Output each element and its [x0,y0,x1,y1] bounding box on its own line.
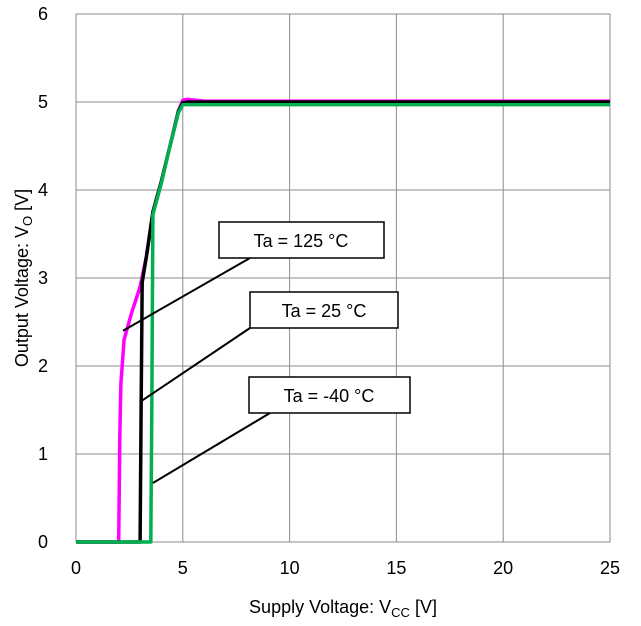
x-tick-label: 20 [493,558,513,578]
annotations: Ta = 125 °C Ta = 25 °C Ta = -40 °C [122,221,411,484]
tick-labels: 0 5 10 15 20 25 0 1 2 3 4 5 6 [38,4,620,578]
series-group [76,97,610,544]
annotation-label-25: Ta = 25 °C [282,301,367,321]
annotation-125: Ta = 125 °C [122,221,385,332]
annotation-box-125 [218,221,385,259]
y-tick-label: 0 [38,532,48,552]
annotation-leader-25 [140,327,251,403]
annotation-box-neg40 [248,376,411,414]
x-tick-label: 15 [386,558,406,578]
x-axis-title: Supply Voltage: VCC [V] [249,597,437,620]
series-line-2 [76,102,610,544]
annotation-label-125: Ta = 125 °C [254,231,349,251]
annotation-leader-125 [122,257,251,332]
y-axis-title: Output Voltage: VO [V] [12,189,35,367]
grid [75,13,611,543]
annotation-label-neg40: Ta = -40 °C [284,386,375,406]
y-tick-label: 4 [38,180,48,200]
x-tick-label: 10 [280,558,300,578]
y-tick-label: 3 [38,268,48,288]
annotation-leader-neg40 [152,412,271,484]
plot-frame [75,13,611,543]
annotation-box-25 [249,291,399,329]
annotation-25: Ta = 25 °C [140,291,399,403]
y-tick-label: 6 [38,4,48,24]
x-tick-label: 25 [600,558,620,578]
annotation-neg40: Ta = -40 °C [152,376,411,484]
x-tick-label: 0 [71,558,81,578]
y-tick-label: 2 [38,356,48,376]
x-tick-label: 5 [178,558,188,578]
y-tick-label: 1 [38,444,48,464]
y-tick-label: 5 [38,92,48,112]
